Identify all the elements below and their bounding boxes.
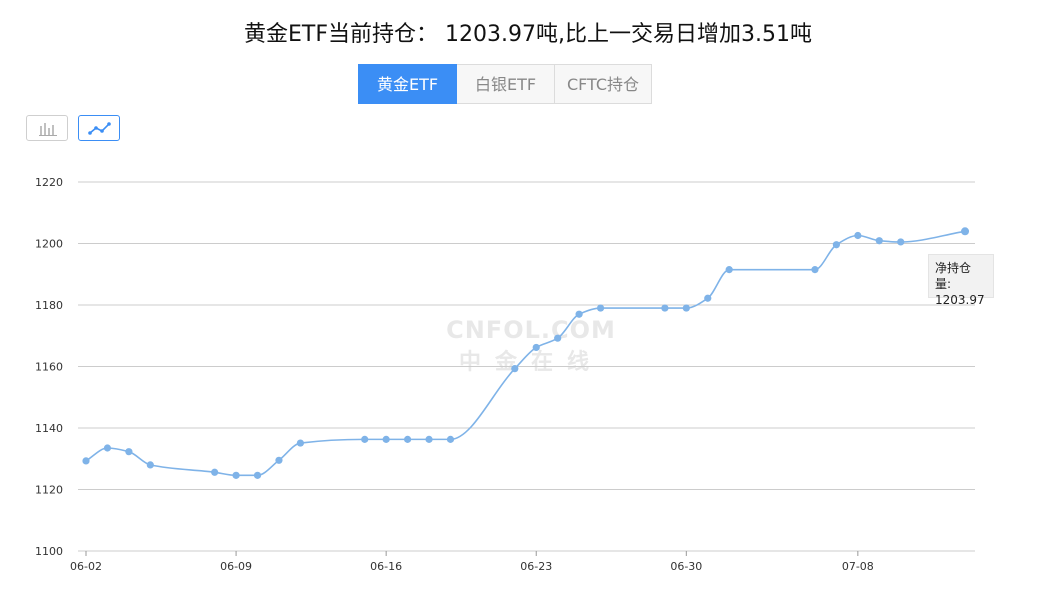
data-point [382,435,390,443]
tab-gold-etf[interactable]: 黄金ETF [358,64,457,104]
data-point [446,435,455,443]
data-point [82,457,90,465]
data-point [725,266,733,274]
chart-tooltip: 净持仓量: 1203.97 [928,254,994,307]
y-tick-label: 1140 [35,422,63,435]
y-tick-label: 1120 [35,484,63,497]
x-tick-label: 06-16 [370,560,402,573]
y-tick-label: 1220 [35,176,63,189]
data-point [832,241,841,249]
tooltip-label: 净持仓量: [935,261,972,291]
data-point [682,304,690,312]
series-line [85,230,966,477]
data-point [854,231,862,240]
data-point [961,227,970,236]
x-tick-label: 06-23 [520,560,552,573]
data-point [232,471,240,479]
x-tick-label: 07-08 [842,560,874,573]
y-tick-label: 1180 [35,299,63,312]
data-point [103,444,112,452]
y-tick-label: 1200 [35,238,63,251]
data-point [554,334,562,342]
data-point [296,439,304,447]
data-point [425,435,433,443]
data-point [211,468,219,476]
data-point [811,266,819,274]
data-point [275,456,283,464]
data-point [253,471,262,479]
data-point [361,435,369,443]
y-tick-label: 1100 [35,545,63,558]
etf-tabs: 黄金ETF 白银ETF CFTC持仓 [358,64,652,104]
data-point [704,294,712,302]
y-tick-label: 1160 [35,361,63,374]
data-point [897,238,905,246]
x-tick-label: 06-02 [70,560,102,573]
tab-silver-etf[interactable]: 白银ETF [457,64,555,104]
tab-cftc[interactable]: CFTC持仓 [555,64,652,104]
page-title: 黄金ETF当前持仓： 1203.97吨,比上一交易日增加3.51吨 [244,22,812,47]
data-point [511,365,519,373]
bar-chart-toggle-button[interactable] [26,115,68,141]
data-point [875,237,883,245]
data-point [532,343,540,352]
data-point [596,304,605,312]
data-point [146,461,154,469]
bar-chart-icon [39,123,57,136]
data-point [575,310,583,318]
x-tick-label: 06-09 [220,560,252,573]
data-point [404,435,412,443]
data-point [125,448,133,456]
data-point [661,304,669,312]
line-chart-icon [88,122,111,135]
line-chart-toggle-button[interactable] [78,115,120,141]
tooltip-value: 1203.97 [935,293,985,307]
x-tick-label: 06-30 [670,560,702,573]
